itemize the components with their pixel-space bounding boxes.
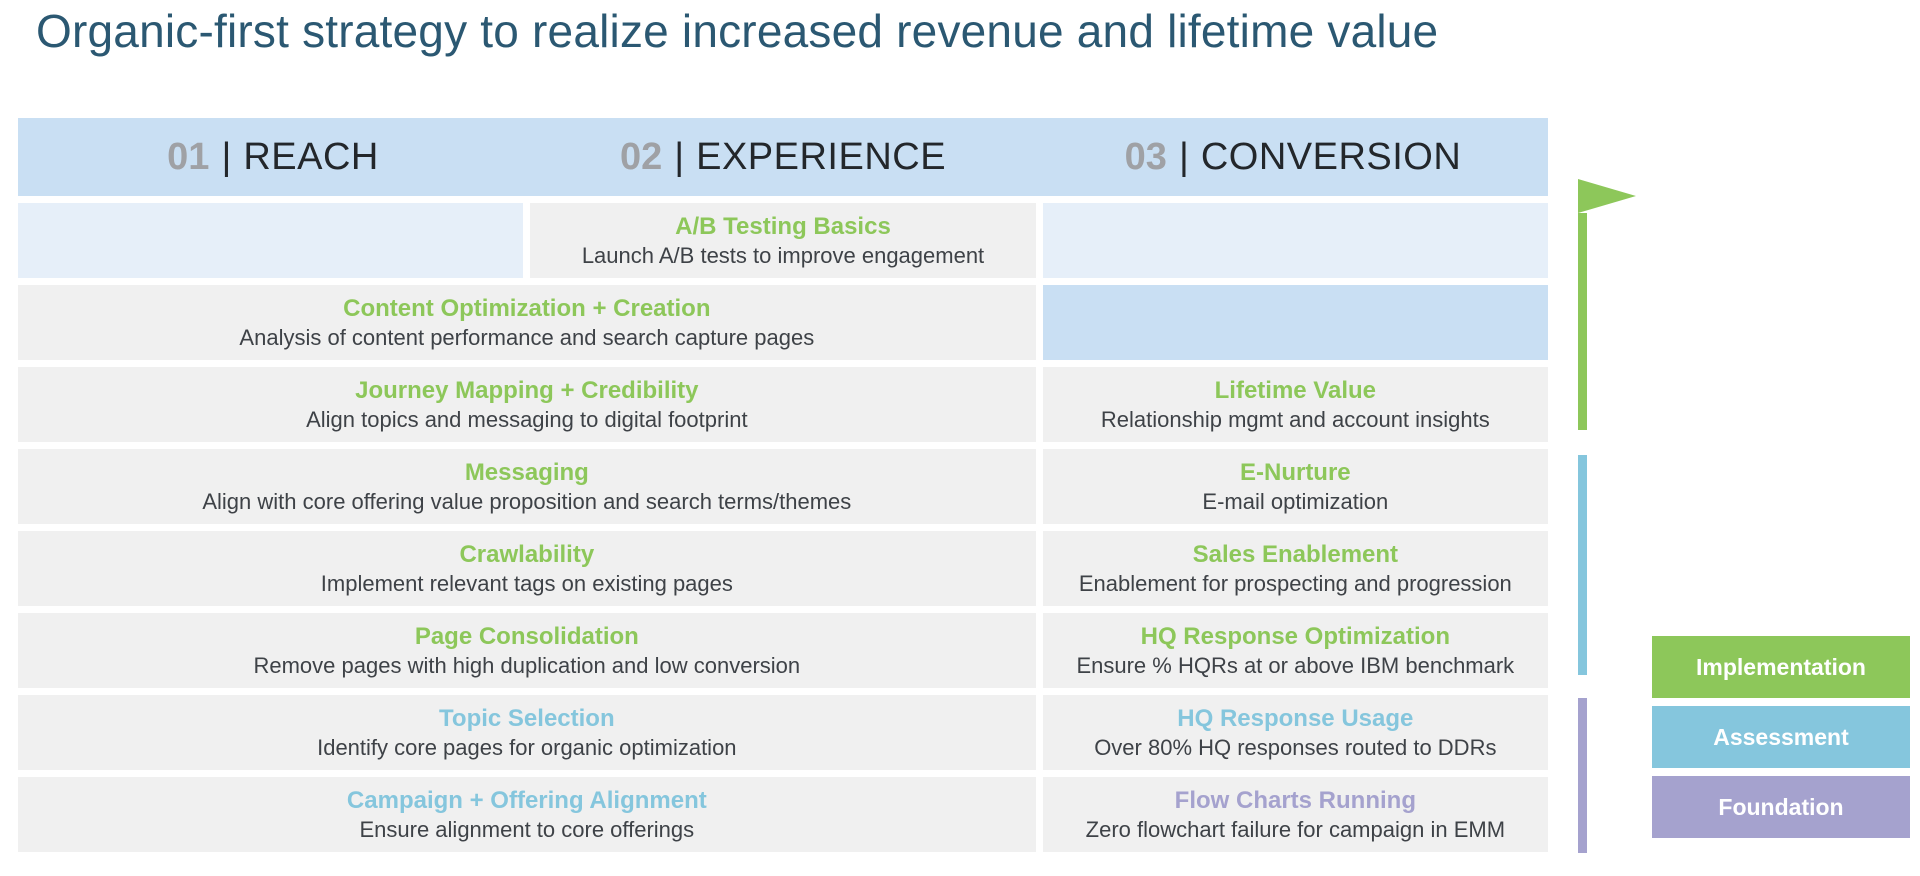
cell-content-optimization: Content Optimization + Creation Analysis… (18, 285, 1036, 360)
cell-e-nurture: E-Nurture E-mail optimization (1042, 449, 1548, 524)
cell-title: Content Optimization + Creation (343, 295, 711, 322)
cell-desc: Analysis of content performance and sear… (239, 325, 815, 350)
cell-desc: Zero flowchart failure for campaign in E… (1085, 817, 1506, 842)
cell-title: Topic Selection (439, 705, 615, 732)
cell-desc: Remove pages with high duplication and l… (253, 653, 801, 678)
milestone-flag-icon (1578, 179, 1636, 213)
cell-title: Page Consolidation (414, 623, 639, 650)
cell-desc: Align with core offering value propositi… (202, 489, 852, 514)
phase-number: 01 (167, 135, 210, 178)
assessment-rail-segment (1578, 455, 1587, 675)
cell-page-consolidation: Page Consolidation Remove pages with hig… (18, 613, 1036, 688)
cell-title: A/B Testing Basics (675, 213, 891, 240)
cell-lifetime-value: Lifetime Value Relationship mgmt and acc… (1042, 367, 1548, 442)
cell-title: Crawlability (459, 541, 595, 568)
legend: Implementation Assessment Foundation (1652, 636, 1910, 838)
cell-desc: Ensure % HQRs at or above IBM benchmark (1076, 653, 1515, 678)
cell-desc: Enablement for prospecting and progressi… (1078, 571, 1512, 596)
strategy-grid: A/B Testing Basics Launch A/B tests to i… (18, 203, 1548, 852)
cell-journey-mapping: Journey Mapping + Credibility Align topi… (18, 367, 1036, 442)
cell-title: HQ Response Optimization (1140, 623, 1451, 650)
cell-title: Lifetime Value (1214, 377, 1377, 404)
cell-title: HQ Response Usage (1177, 705, 1414, 732)
empty-cell-conversion-row1 (1042, 203, 1548, 278)
cell-topic-selection: Topic Selection Identify core pages for … (18, 695, 1036, 770)
phase-number: 03 (1124, 135, 1167, 178)
phase-separator: | (674, 135, 685, 178)
page-title: Organic-first strategy to realize increa… (36, 5, 1439, 57)
implementation-rail-segment (1578, 213, 1587, 430)
cell-title: Sales Enablement (1192, 541, 1399, 568)
phase-header-reach: 01 | REACH (18, 118, 528, 196)
phase-header-conversion: 03 | CONVERSION (1038, 118, 1548, 196)
cell-title: Messaging (464, 459, 589, 486)
cell-title: Journey Mapping + Credibility (355, 377, 699, 404)
phase-label: REACH (243, 135, 379, 178)
cell-desc: Align topics and messaging to digital fo… (306, 407, 748, 432)
phase-label: CONVERSION (1200, 135, 1462, 178)
cell-desc: Launch A/B tests to improve engagement (581, 243, 985, 268)
phase-separator: | (221, 135, 232, 178)
cell-crawlability: Crawlability Implement relevant tags on … (18, 531, 1036, 606)
cell-desc: E-mail optimization (1202, 489, 1389, 514)
cell-title: E-Nurture (1239, 459, 1351, 486)
phase-header-experience: 02 | EXPERIENCE (528, 118, 1038, 196)
cell-hq-response-usage: HQ Response Usage Over 80% HQ responses … (1042, 695, 1548, 770)
legend-assessment: Assessment (1652, 706, 1910, 768)
phase-label: EXPERIENCE (696, 135, 947, 178)
legend-implementation: Implementation (1652, 636, 1910, 698)
cell-title: Flow Charts Running (1174, 787, 1416, 814)
cell-sales-enablement: Sales Enablement Enablement for prospect… (1042, 531, 1548, 606)
foundation-rail-segment (1578, 698, 1587, 853)
cell-desc: Ensure alignment to core offerings (359, 817, 695, 842)
cell-ab-testing-basics: A/B Testing Basics Launch A/B tests to i… (530, 203, 1036, 278)
cell-desc: Implement relevant tags on existing page… (320, 571, 733, 596)
filled-cell-conversion-row2 (1042, 285, 1548, 360)
phase-separator: | (1178, 135, 1189, 178)
cell-flow-charts-running: Flow Charts Running Zero flowchart failu… (1042, 777, 1548, 852)
cell-campaign-alignment: Campaign + Offering Alignment Ensure ali… (18, 777, 1036, 852)
legend-foundation: Foundation (1652, 776, 1910, 838)
cell-messaging: Messaging Align with core offering value… (18, 449, 1036, 524)
cell-desc: Over 80% HQ responses routed to DDRs (1094, 735, 1497, 760)
cell-title: Campaign + Offering Alignment (346, 787, 707, 814)
phase-number: 02 (619, 135, 663, 178)
cell-desc: Relationship mgmt and account insights (1100, 407, 1490, 432)
cell-desc: Identify core pages for organic optimiza… (317, 735, 737, 760)
cell-hq-response-optimization: HQ Response Optimization Ensure % HQRs a… (1042, 613, 1548, 688)
phase-header: 01 | REACH 02 | EXPERIENCE 03 | CONVERSI… (18, 118, 1548, 196)
empty-cell-reach-row1 (18, 203, 524, 278)
